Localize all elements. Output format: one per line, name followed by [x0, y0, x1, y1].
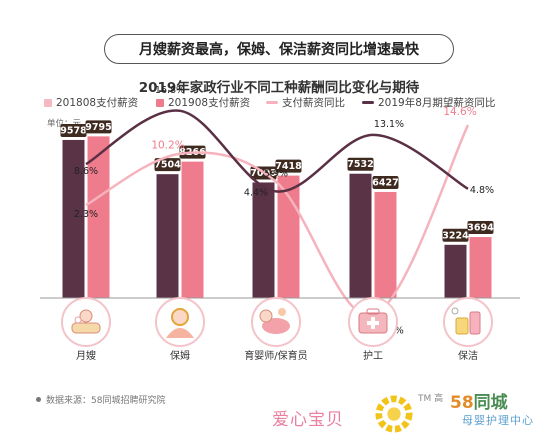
source-text: 数据来源：58同城招聘研究院 [46, 396, 166, 406]
data-label-box [275, 159, 302, 173]
category-label: 护工 [363, 349, 383, 362]
cleaning-spray-icon [443, 297, 493, 347]
bottle [455, 317, 469, 335]
source-note: 数据来源：58同城招聘研究院 [36, 393, 165, 406]
data-label: 9578 [60, 125, 87, 136]
data-label-box [85, 120, 112, 134]
chart-title: 2019年家政行业不同工种薪酬同比变化与期待 [138, 80, 420, 96]
line-data-label: 2.3% [74, 209, 98, 220]
data-label: 3224 [442, 230, 469, 241]
bar [277, 175, 300, 298]
legend-label: 201908支付薪资 [168, 97, 251, 109]
bubble [74, 316, 82, 324]
hand-shape [278, 308, 286, 316]
legend-swatch [156, 98, 164, 107]
category-label: 育婴师/保育员 [244, 349, 307, 362]
legend-swatch [362, 101, 374, 104]
legend-swatch [44, 98, 52, 107]
data-label: 3694 [467, 223, 494, 234]
data-label: 7532 [347, 159, 373, 170]
bar [444, 244, 467, 298]
bullet-dot [36, 397, 41, 402]
data-label-box [60, 123, 87, 137]
legend-item-expect-yoy: 2019年8月期望薪资同比 [362, 95, 495, 110]
watermark-tm: TM 高 [418, 394, 444, 404]
baby-bath-icon [61, 297, 111, 347]
baby-head [79, 309, 93, 323]
infant-care-icon [251, 297, 301, 347]
category-label: 保姆 [170, 349, 190, 362]
legend-item-bar2018: 201808支付薪资 [44, 95, 138, 110]
bar [62, 139, 85, 298]
line-data-label: 14.6% [443, 106, 476, 118]
legend-label: 支付薪资同比 [282, 97, 345, 109]
body-shape [166, 328, 194, 338]
bar [181, 161, 204, 298]
watermark-brand: 58同城 [450, 388, 508, 413]
bar [252, 182, 275, 298]
kit-handle [366, 308, 380, 315]
bubble [451, 307, 459, 315]
chart-legend: 201808支付薪资 201908支付薪资 支付薪资同比 2019年8月期望薪资… [44, 95, 554, 109]
data-label-box [154, 158, 181, 172]
line-data-label: 4.4% [244, 187, 268, 198]
cross-h [367, 321, 379, 325]
watermark-brand-name: 同城 [473, 393, 508, 413]
data-label-box [347, 157, 374, 171]
headline-banner: 月嫂薪资最高，保姆、保洁薪资同比增速最快 [104, 34, 454, 64]
category-label: 月嫂 [76, 350, 96, 362]
legend-item-pay-yoy: 支付薪资同比 [266, 95, 345, 110]
line-data-label: 13.1% [374, 119, 404, 130]
headline-text: 月嫂薪资最高，保姆、保洁薪资同比增速最快 [139, 42, 419, 58]
data-label: 7504 [154, 160, 181, 171]
data-label-box [372, 175, 399, 189]
series-line-expect-yoy [85, 109, 469, 193]
first-aid-kit-icon [348, 297, 398, 347]
spray-bottle [469, 311, 481, 335]
category-label: 保洁 [458, 349, 478, 362]
watermark-brand-number: 58 [450, 393, 474, 413]
line-data-label: 16.8% [155, 85, 185, 96]
line-data-label: 5.9% [264, 169, 288, 180]
bar [349, 173, 372, 298]
legend-swatch [266, 101, 278, 104]
data-label: 6427 [372, 177, 398, 188]
legend-item-bar2019: 201908支付薪资 [156, 95, 250, 110]
tub-shape [71, 322, 101, 334]
infant-head [259, 309, 273, 323]
data-label: 9795 [85, 122, 111, 133]
bar [156, 174, 179, 298]
infant-body [262, 318, 290, 334]
watermark-subtitle: 母婴护理中心 [462, 414, 534, 427]
line-data-label: 10.2% [151, 140, 184, 152]
bar [469, 237, 492, 298]
bar [87, 136, 110, 298]
data-label-box [442, 228, 469, 242]
data-label: 7418 [275, 161, 302, 172]
line-data-label: 4.8% [470, 185, 494, 196]
series-line-pay-yoy [85, 124, 470, 318]
bar [374, 191, 397, 298]
line-data-label: 8.6% [74, 166, 98, 177]
watermark-logo-icon [375, 395, 413, 433]
legend-label: 2019年8月期望薪资同比 [378, 97, 496, 109]
legend-label: 201808支付薪资 [56, 97, 139, 109]
watermark-text: 爱心宝贝 [272, 410, 344, 430]
head-shape [171, 308, 189, 326]
data-label-box [467, 221, 494, 235]
nanny-icon [155, 297, 205, 347]
